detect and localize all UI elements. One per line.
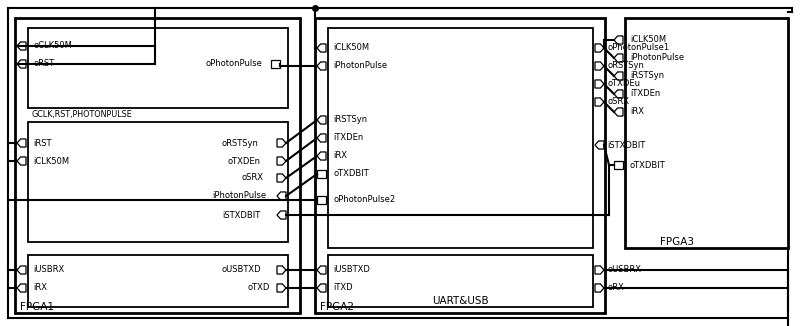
Bar (317, 196, 326, 204)
Text: oTXD: oTXD (247, 284, 270, 292)
Text: oTXDBIT: oTXDBIT (333, 170, 369, 179)
Bar (28, 122, 288, 242)
Text: FPGA2: FPGA2 (320, 302, 354, 312)
Text: oRSTSyn: oRSTSyn (222, 139, 259, 147)
Text: iRX: iRX (33, 284, 47, 292)
Text: iRST: iRST (33, 139, 51, 147)
Text: UART&USB: UART&USB (432, 296, 488, 306)
Text: iTXDEn: iTXDEn (630, 90, 660, 98)
Text: oSRX: oSRX (242, 173, 264, 183)
Text: iRSTSyn: iRSTSyn (333, 115, 367, 125)
Bar (28, 255, 288, 307)
Text: iSTXDBIT: iSTXDBIT (222, 211, 260, 219)
Bar (328, 255, 593, 307)
Text: oTXDEu: oTXDEu (607, 80, 640, 88)
Text: iPhotonPulse: iPhotonPulse (333, 62, 387, 70)
Text: oUSBTXD: oUSBTXD (222, 265, 262, 274)
Text: GCLK,RST,PHOTONPULSE: GCLK,RST,PHOTONPULSE (31, 111, 132, 120)
Text: iRX: iRX (630, 108, 644, 116)
Text: oCLK50M: oCLK50M (33, 41, 72, 51)
Bar (315, 18, 605, 313)
Text: iRSTSyn: iRSTSyn (630, 71, 664, 81)
Text: iSTXDBIT: iSTXDBIT (607, 141, 646, 150)
Text: oPhotonPulse1: oPhotonPulse1 (607, 43, 669, 52)
Text: iTXD: iTXD (333, 284, 353, 292)
Text: iTXDEn: iTXDEn (333, 134, 363, 142)
Text: oUSBRX: oUSBRX (607, 265, 641, 274)
Text: oSRX: oSRX (607, 97, 629, 107)
Text: iCLK50M: iCLK50M (33, 156, 69, 166)
Text: iPhotonPulse: iPhotonPulse (212, 191, 266, 200)
Bar (614, 161, 623, 169)
Text: oTXDEn: oTXDEn (227, 156, 260, 166)
Text: oRST: oRST (33, 60, 54, 68)
Text: FPGA3: FPGA3 (660, 237, 694, 247)
Text: oPhotonPulse: oPhotonPulse (206, 60, 263, 68)
Text: iRX: iRX (333, 152, 347, 160)
Bar (15, 18, 300, 313)
Text: iUSBRX: iUSBRX (33, 265, 64, 274)
Bar (625, 18, 788, 248)
Text: oTXDBIT: oTXDBIT (630, 160, 666, 170)
Text: iUSBTXD: iUSBTXD (333, 265, 370, 274)
Text: oRX: oRX (607, 284, 624, 292)
Bar (328, 28, 593, 248)
Bar (317, 170, 326, 178)
Text: iPhotonPulse: iPhotonPulse (630, 53, 684, 63)
Text: FPGA1: FPGA1 (20, 302, 54, 312)
Bar (271, 60, 280, 68)
Text: iCLK50M: iCLK50M (333, 43, 369, 52)
Bar (28, 28, 288, 108)
Text: oRSTSyn: oRSTSyn (607, 62, 644, 70)
Text: iCLK50M: iCLK50M (630, 36, 666, 45)
Text: oPhotonPulse2: oPhotonPulse2 (333, 196, 395, 204)
